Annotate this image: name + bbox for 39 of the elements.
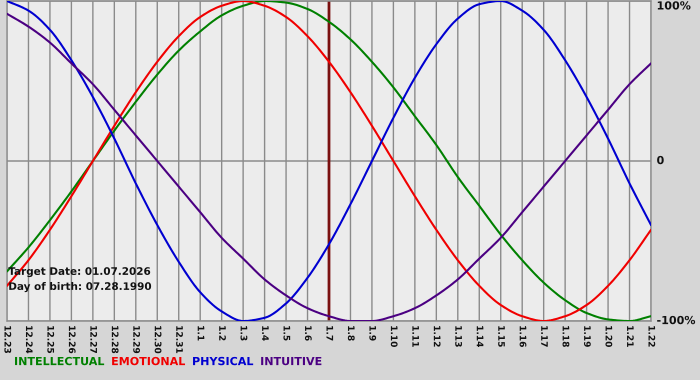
y-tick-label: -100% (657, 316, 696, 324)
x-tick-label: 1.10 (390, 326, 398, 348)
x-tick-label: 1.9 (369, 326, 376, 341)
x-tick-label: 1.13 (455, 326, 462, 347)
x-tick-label: 1.1 (198, 326, 204, 341)
x-tick-label: 12.25 (47, 326, 54, 354)
x-tick-label: 12.23 (4, 326, 12, 354)
x-tick-label: 1.18 (562, 326, 570, 347)
text: INTUITIVE (261, 356, 322, 366)
x-tick-label: 12.24 (26, 326, 33, 354)
x-tick-label: 1.21 (627, 326, 634, 347)
x-tick-label: 1.11 (412, 326, 419, 347)
x-tick-label: 1.15 (498, 326, 505, 347)
y-tick-label: 100% (658, 1, 691, 10)
x-tick-label: 1.6 (304, 326, 312, 341)
x-tick-label: 12.28 (112, 326, 119, 354)
x-tick-label: 1.2 (219, 326, 226, 340)
x-tick-label: 1.14 (476, 326, 484, 348)
x-tick-label: 12.30 (154, 326, 162, 354)
annotation: Day of birth: 07.28.1990 (9, 282, 152, 292)
x-tick-label: 1.17 (541, 326, 548, 347)
x-tick-label: 12.29 (133, 326, 140, 354)
x-tick-label: 1.22 (648, 326, 656, 347)
x-tick-label: 12.27 (90, 326, 98, 354)
x-tick-label: 1.4 (262, 326, 269, 341)
x-tick-label: 1.16 (520, 326, 526, 347)
text: INTELLECTUAL (15, 356, 104, 366)
text: PHYSICAL (193, 356, 254, 366)
x-tick-label: 1.20 (605, 326, 612, 348)
x-tick-label: 1.7 (326, 326, 334, 340)
x-tick-label: 1.19 (584, 326, 591, 347)
x-tick-label: 1.3 (240, 326, 248, 340)
text: EMOTIONAL (112, 356, 186, 366)
x-tick-label: 1.5 (283, 326, 290, 341)
x-tick-label: 1.12 (434, 326, 441, 347)
x-tick-label: 1.8 (348, 326, 355, 341)
x-tick-label: 12.26 (68, 326, 76, 354)
y-tick-label: 0 (657, 156, 664, 164)
x-tick-label: 12.31 (176, 326, 183, 354)
